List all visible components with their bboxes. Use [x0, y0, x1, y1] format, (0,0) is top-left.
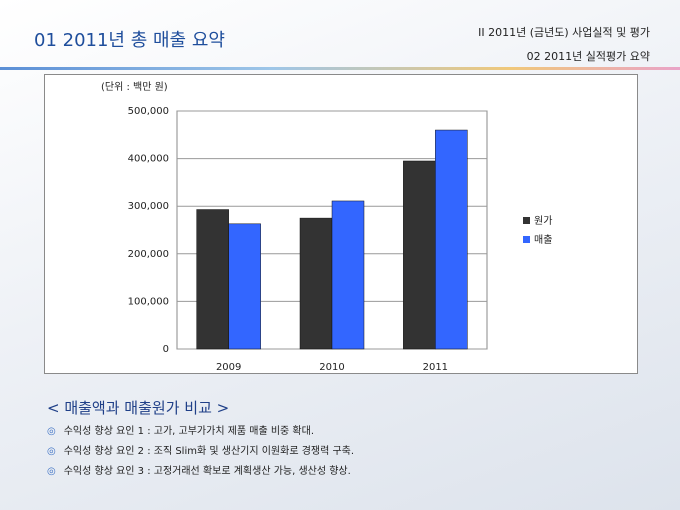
x-tick-label: 2010	[319, 362, 344, 373]
unit-label: (단위 : 백만 원)	[101, 80, 168, 93]
bar	[228, 223, 261, 350]
note-item: ◎ 수익성 향상 요인 1 : 고가, 고부가가치 제품 매출 비중 확대.	[47, 422, 314, 437]
note-text: 수익성 향상 요인 3 : 고정거래선 확보로 계획생산 가능, 생산성 향상.	[63, 466, 351, 477]
y-tick-label: 500,000	[128, 106, 169, 117]
bar	[299, 217, 333, 350]
bullet-marker: ◎	[47, 446, 56, 457]
note-item: ◎ 수익성 향상 요인 3 : 고정거래선 확보로 계획생산 가능, 생산성 향상…	[47, 462, 351, 477]
y-tick-label: 300,000	[128, 201, 169, 212]
bar	[403, 160, 436, 350]
x-tick-label: 2009	[216, 362, 241, 373]
notes-heading: < 매출액과 매출원가 비교 >	[47, 399, 230, 417]
legend-swatch	[523, 217, 530, 224]
y-tick-label: 200,000	[128, 249, 169, 260]
header-rule	[0, 67, 680, 70]
y-tick-label: 400,000	[128, 154, 169, 165]
note-text: 수익성 향상 요인 1 : 고가, 고부가가치 제품 매출 비중 확대.	[63, 426, 315, 437]
y-tick-label: 100,000	[128, 296, 169, 307]
legend-swatch	[523, 236, 530, 243]
subsection-label: 02 2011년 실적평가 요약	[526, 50, 650, 63]
note-text: 수익성 향상 요인 2 : 조직 Slim화 및 생산기지 이원화로 경쟁력 구…	[63, 446, 355, 457]
chart: (단위 : 백만 원) 0 100,000 200,000 300,000 400,00…	[101, 80, 552, 373]
bullet-marker: ◎	[47, 426, 56, 437]
bar	[435, 129, 468, 350]
bullet-marker: ◎	[47, 466, 56, 477]
bar	[196, 209, 229, 350]
legend-label: 원가	[534, 215, 552, 227]
chart-frame: (단위 : 백만 원) 0 100,000 200,000 300,000 400,00…	[44, 74, 638, 374]
slide-title: 01 2011년 총 매출 요약	[34, 30, 225, 51]
bar	[331, 200, 365, 350]
note-item: ◎ 수익성 향상 요인 2 : 조직 Slim화 및 생산기지 이원화로 경쟁력 …	[47, 442, 354, 457]
section-label: II 2011년 (금년도) 사업실적 및 평가	[478, 26, 650, 39]
x-tick-label: 2011	[423, 362, 448, 373]
y-tick-label: 0	[163, 344, 169, 355]
legend-label: 매출	[534, 234, 552, 246]
